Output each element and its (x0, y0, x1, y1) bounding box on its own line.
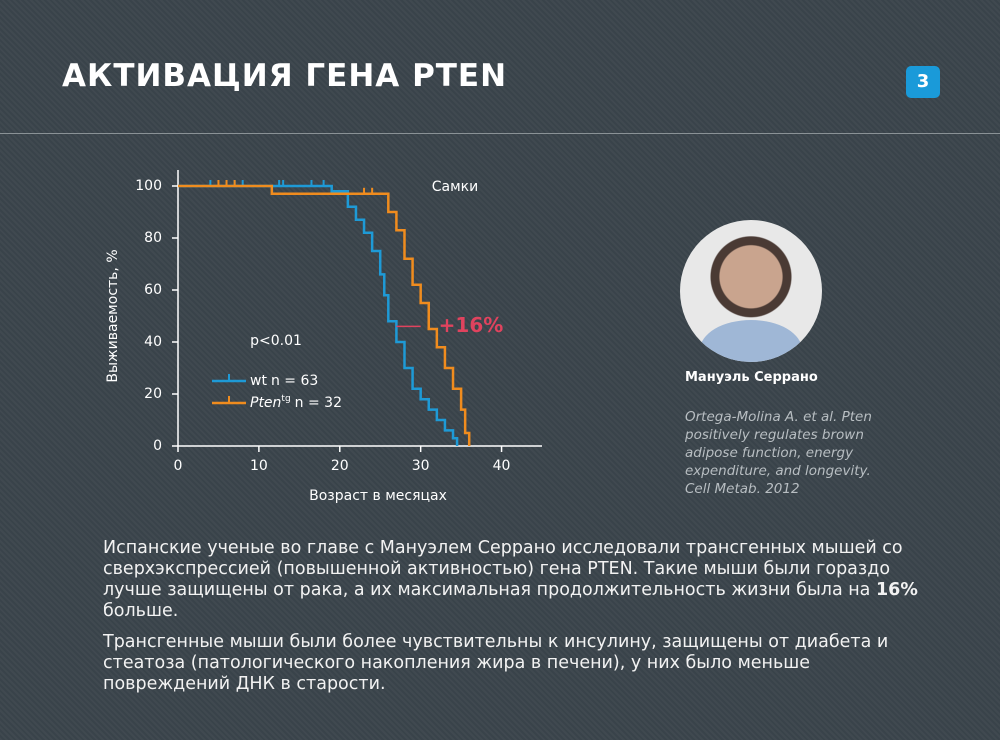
divider (0, 133, 1000, 134)
series-n: n = 63 (271, 373, 318, 389)
body-text: Испанские ученые во главе с Мануэлем Сер… (103, 538, 933, 705)
y-tick-label: 100 (135, 178, 162, 194)
y-tick-label: 0 (153, 438, 162, 454)
citation: Ortega-Molina A. et al. Pten positively … (685, 409, 872, 497)
p-value: p<0.01 (250, 333, 302, 349)
series-n: n = 32 (295, 395, 342, 411)
text: больше. (103, 601, 179, 621)
y-tick-label: 40 (144, 334, 162, 350)
x-tick-label: 10 (250, 458, 268, 474)
x-tick-label: 30 (412, 458, 430, 474)
survival-curve (178, 184, 459, 446)
person-name: Мануэль Серрано (685, 370, 818, 385)
chart: Самки p<0.01 Возраст в месяцах Выживаемо… (105, 170, 542, 504)
photo-shirt (700, 320, 802, 362)
series-name: Pten (250, 395, 281, 411)
legend-label: Ptentg n = 32 (250, 394, 342, 412)
bold-text: 16% (875, 580, 918, 600)
series-superscript: tg (281, 394, 290, 404)
x-tick-label: 40 (493, 458, 511, 474)
page-number: 3 (906, 66, 940, 98)
annotation-label: +16% (439, 313, 504, 337)
legend-label: wt n = 63 (250, 373, 318, 389)
paragraph: Испанские ученые во главе с Мануэлем Сер… (103, 538, 933, 622)
series-name: wt (250, 373, 267, 389)
x-axis-label: Возраст в месяцах (309, 488, 447, 504)
paragraph: Трансгенные мыши были более чувствительн… (103, 632, 889, 694)
y-tick-label: 80 (144, 230, 162, 246)
survival-curve (178, 184, 471, 446)
y-axis-label: Выживаемость, % (105, 249, 121, 382)
y-tick-label: 20 (144, 386, 162, 402)
photo (680, 220, 822, 362)
chart-subtitle: Самки (432, 179, 478, 195)
title: АКТИВАЦИЯ ГЕНА PTEN (62, 58, 508, 94)
y-tick-label: 60 (144, 282, 162, 298)
x-tick-label: 0 (174, 458, 183, 474)
text: Испанские ученые во главе с Мануэлем Сер… (103, 538, 903, 600)
x-tick-label: 20 (331, 458, 349, 474)
